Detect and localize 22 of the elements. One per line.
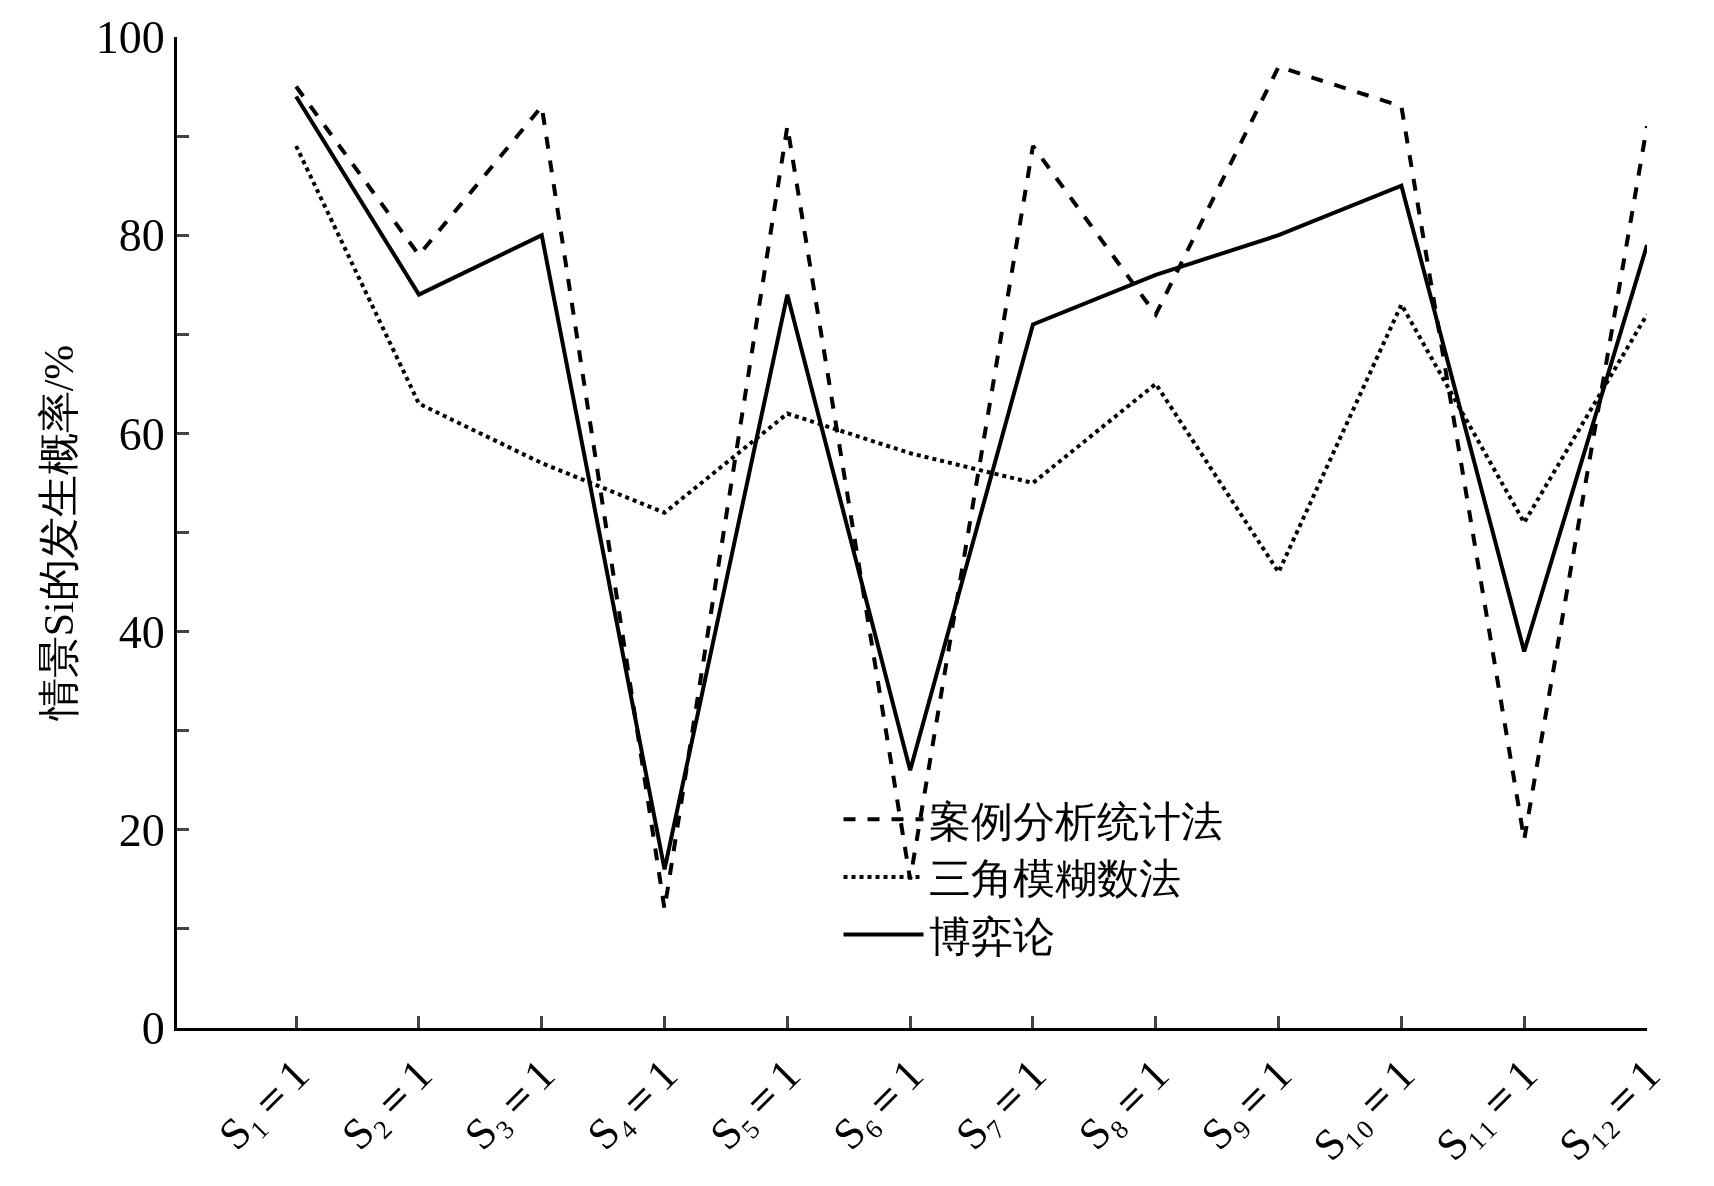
x-tick-label: S₈＝1 xyxy=(1068,1049,1179,1160)
x-tick-label: S₂＝1 xyxy=(332,1049,442,1160)
x-tick-label: S₆＝1 xyxy=(823,1049,933,1160)
x-tick-label: S₁＝1 xyxy=(209,1049,319,1160)
legend-label: 三角模糊数法 xyxy=(928,856,1181,903)
y-axis-title: 情景Si的发生概率/% xyxy=(35,344,82,723)
y-tick-label: 100 xyxy=(95,12,165,64)
x-tick-label: S₁₀＝1 xyxy=(1303,1049,1425,1171)
y-tick-label: 80 xyxy=(118,210,165,262)
y-tick-label: 20 xyxy=(118,804,165,856)
y-tick-label: 60 xyxy=(118,408,165,460)
legend-label: 案例分析统计法 xyxy=(928,798,1223,845)
x-tick-label: S₁₂＝1 xyxy=(1549,1049,1670,1171)
legend-label: 博弈论 xyxy=(928,913,1055,960)
x-tick-label: S₄＝1 xyxy=(577,1049,688,1160)
y-tick-label: 40 xyxy=(118,606,165,658)
y-tick-label: 0 xyxy=(141,1003,165,1055)
x-tick-label: S₅＝1 xyxy=(700,1049,810,1160)
x-tick-label: S₉＝1 xyxy=(1191,1049,1302,1160)
x-tick-label: S₁₁＝1 xyxy=(1426,1049,1547,1171)
x-tick-label: S₃＝1 xyxy=(454,1049,565,1160)
x-tick-label: S₇＝1 xyxy=(946,1049,1056,1160)
